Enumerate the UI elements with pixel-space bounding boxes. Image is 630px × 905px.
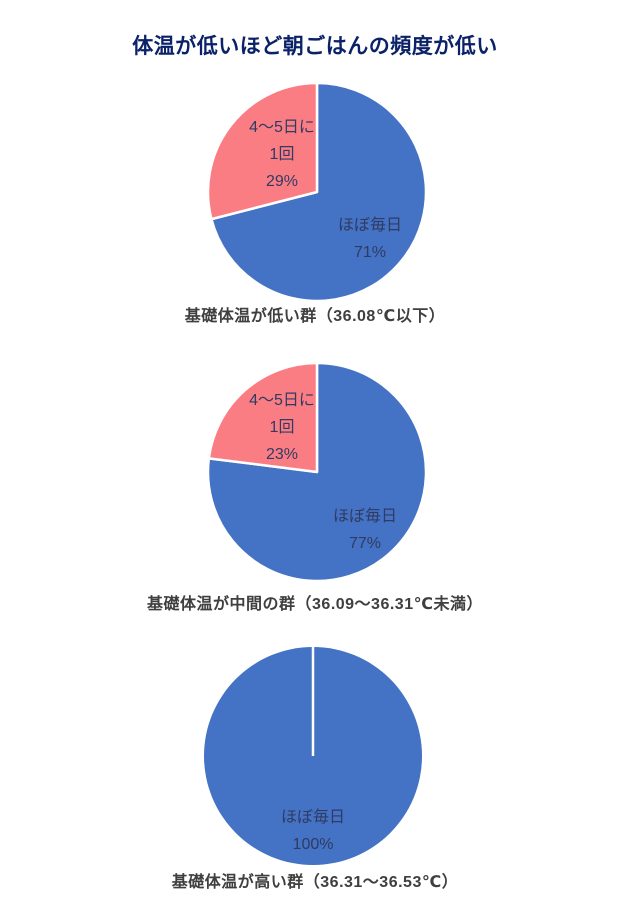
chart-caption-high-temp: 基礎体温が高い群（36.31～36.53℃） — [171, 874, 459, 891]
slice-label-percent: 77% — [348, 535, 382, 552]
slice-label-line: 1回 — [269, 146, 295, 163]
pie-low-temp-graphic — [206, 81, 428, 303]
page-title: 体温が低いほど朝ごはんの頻度が低い — [132, 35, 498, 58]
chart-caption-mid-temp: 基礎体温が中間の群（36.09～36.31℃未満） — [147, 596, 483, 613]
pie-mid-temp-graphic — [206, 361, 428, 583]
pie-chart-high-temp-group: ほぼ毎日 100% — [198, 641, 428, 871]
pie-chart-mid-temp-group: 4～5日に 1回 23% ほぼ毎日 77% — [202, 357, 432, 587]
chart-caption-low-temp: 基礎体温が低い群（36.08℃以下） — [184, 308, 446, 325]
slice-label-4-5days-mid: 4～5日に 1回 23% — [249, 387, 315, 468]
pie-high-temp-graphic — [204, 647, 422, 865]
slice-label-everyday-low: ほぼ毎日 71% — [338, 212, 402, 266]
slice-label-line: ほぼ毎日 — [337, 217, 403, 234]
slice-label-line: 4～5日に — [249, 392, 315, 409]
slice-label-line: ほぼ毎日 — [332, 508, 398, 525]
slice-label-percent: 100% — [292, 836, 334, 853]
slice-label-percent: 29% — [265, 173, 299, 190]
pie-slice-0 — [210, 81, 428, 303]
slice-label-percent: 71% — [353, 244, 387, 261]
pie-chart-low-temp-group: 4～5日に 1回 29% ほぼ毎日 71% — [202, 77, 432, 307]
slice-label-4-5days-low: 4～5日に 1回 29% — [249, 114, 315, 195]
pie-slice-1 — [207, 361, 319, 474]
slice-label-percent: 23% — [265, 446, 299, 463]
slice-label-line: ほぼ毎日 — [280, 809, 346, 826]
slice-label-line: 4～5日に — [249, 119, 315, 136]
slice-label-everyday-mid: ほぼ毎日 77% — [333, 503, 397, 557]
slice-label-everyday-high: ほぼ毎日 100% — [281, 804, 345, 858]
slice-label-line: 1回 — [269, 419, 295, 436]
pie-slice-1 — [206, 81, 319, 221]
